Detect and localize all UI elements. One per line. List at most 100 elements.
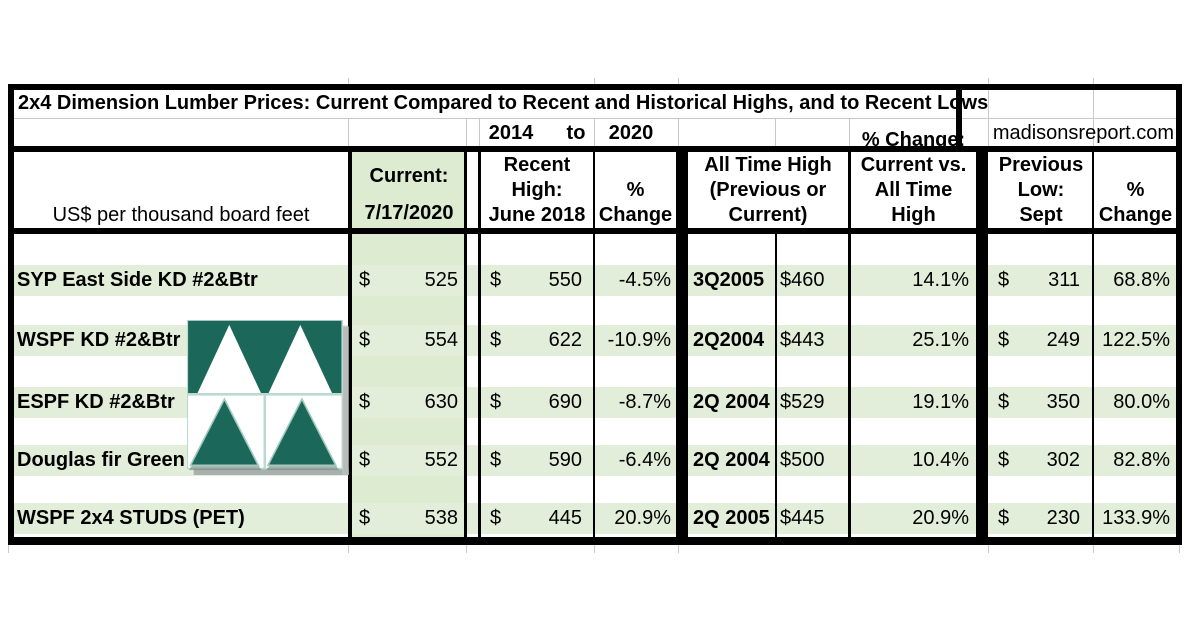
header-current: Current: 7/17/2020 bbox=[364, 165, 454, 224]
gridline-col bbox=[466, 119, 467, 146]
ath-quarter: 2Q 2004 bbox=[693, 391, 770, 413]
header-pct-change-2: % Change bbox=[1098, 179, 1173, 226]
table-border-bottom bbox=[8, 537, 1182, 545]
gridline-col bbox=[594, 119, 595, 146]
period-word: to bbox=[566, 122, 586, 144]
dollar-sign: $ bbox=[998, 507, 1010, 529]
product-label: Douglas fir Green bbox=[17, 449, 185, 471]
ath-pct-change: 14.1% bbox=[912, 269, 969, 291]
product-label: ESPF KD #2&Btr bbox=[17, 391, 175, 413]
product-label: WSPF KD #2&Btr bbox=[17, 329, 181, 351]
pct-change: -8.7% bbox=[618, 391, 671, 413]
gridline-tick bbox=[678, 78, 679, 84]
column-border bbox=[348, 146, 352, 537]
ath-pct-change: 20.9% bbox=[912, 507, 969, 529]
ath-quarter: 2Q2004 bbox=[693, 329, 765, 351]
ath-pct-change: 25.1% bbox=[912, 329, 969, 351]
ath-quarter: 2Q 2005 bbox=[693, 507, 770, 529]
gridline-col bbox=[678, 119, 679, 146]
header-border-top bbox=[8, 146, 1182, 152]
ath-pct-change: 10.4% bbox=[912, 449, 969, 471]
dollar-sign: $ bbox=[998, 329, 1010, 351]
period-to: 2020 bbox=[608, 122, 654, 144]
current-price: 525 bbox=[424, 269, 458, 291]
table-border-left bbox=[8, 84, 14, 545]
gridline-tick bbox=[348, 545, 349, 553]
gridline-tick bbox=[1093, 545, 1094, 553]
recent-high-price: 445 bbox=[548, 507, 582, 529]
header-recent-high: Recent High: June 2018 bbox=[488, 154, 586, 226]
dollar-sign: $ bbox=[998, 269, 1010, 291]
column-border bbox=[1092, 146, 1094, 537]
gridline-col bbox=[1093, 90, 1094, 146]
gridline-tick bbox=[1179, 545, 1180, 553]
gridline-row bbox=[13, 118, 1176, 119]
recent-high-price: 590 bbox=[548, 449, 582, 471]
previous-low-price: 249 bbox=[1046, 329, 1080, 351]
header-pct-change-1: % Change bbox=[598, 179, 673, 226]
gridline-tick bbox=[348, 78, 349, 84]
header-unit-label: US$ per thousand board feet bbox=[52, 204, 310, 226]
column-border bbox=[775, 234, 777, 537]
dollar-sign: $ bbox=[490, 269, 502, 291]
current-price: 538 bbox=[424, 507, 458, 529]
header-all-time-high: All Time High (Previous or Current) bbox=[704, 154, 832, 226]
previous-low-price: 350 bbox=[1046, 391, 1080, 413]
low-pct-change: 82.8% bbox=[1113, 449, 1170, 471]
dollar-sign: $ bbox=[490, 391, 502, 413]
website-link[interactable]: madisonsreport.com bbox=[992, 122, 1174, 144]
gridline-col bbox=[988, 90, 989, 146]
gridline-tick bbox=[8, 545, 9, 553]
header-pct-change-ath: % Change: Current vs. All Time High bbox=[860, 129, 967, 226]
recent-high-price: 690 bbox=[548, 391, 582, 413]
table-row: ESPF KD #2&Btr $ 630 $ 690 -8.7% 2Q 2004… bbox=[0, 387, 1188, 418]
gridline-tick bbox=[466, 545, 467, 553]
header-border-bottom bbox=[8, 228, 1182, 234]
header-previous-low: Previous Low: Sept bbox=[998, 154, 1084, 226]
dollar-sign: $ bbox=[998, 449, 1010, 471]
group-divider bbox=[976, 146, 988, 545]
ath-quarter: 3Q2005 bbox=[693, 269, 765, 291]
low-pct-change: 80.0% bbox=[1113, 391, 1170, 413]
ath-price: $445 bbox=[780, 507, 825, 529]
recent-high-price: 622 bbox=[548, 329, 582, 351]
table-row: WSPF 2x4 STUDS (PET) $ 538 $ 445 20.9% 2… bbox=[0, 503, 1188, 534]
column-border bbox=[464, 146, 467, 537]
gridline-col bbox=[479, 119, 480, 146]
pct-change: 20.9% bbox=[614, 507, 671, 529]
ath-price: $443 bbox=[780, 329, 825, 351]
period-from: 2014 bbox=[488, 122, 534, 144]
product-label: WSPF 2x4 STUDS (PET) bbox=[17, 507, 245, 529]
pct-change: -4.5% bbox=[618, 269, 671, 291]
ath-quarter: 2Q 2004 bbox=[693, 449, 770, 471]
pct-change: -6.4% bbox=[618, 449, 671, 471]
dollar-sign: $ bbox=[490, 449, 502, 471]
table-border-right bbox=[1176, 84, 1182, 545]
gridline-col bbox=[775, 119, 776, 146]
madisons-triangle-logo bbox=[186, 319, 349, 475]
column-border bbox=[848, 146, 851, 537]
column-border bbox=[593, 146, 595, 537]
table-row: SYP East Side KD #2&Btr $ 525 $ 550 -4.5… bbox=[0, 265, 1188, 296]
report-title: 2x4 Dimension Lumber Prices: Current Com… bbox=[18, 92, 989, 114]
gridline-tick bbox=[1093, 78, 1094, 84]
previous-low-price: 230 bbox=[1046, 507, 1080, 529]
dollar-sign: $ bbox=[490, 507, 502, 529]
low-pct-change: 122.5% bbox=[1102, 329, 1170, 351]
dollar-sign: $ bbox=[359, 391, 371, 413]
gridline-tick bbox=[988, 78, 989, 84]
gridline-tick bbox=[988, 545, 989, 553]
current-price: 630 bbox=[424, 391, 458, 413]
current-price: 554 bbox=[424, 329, 458, 351]
logo-graphic bbox=[186, 319, 349, 475]
dollar-sign: $ bbox=[998, 391, 1010, 413]
product-label: SYP East Side KD #2&Btr bbox=[17, 269, 258, 291]
current-price: 552 bbox=[424, 449, 458, 471]
ath-price: $529 bbox=[780, 391, 825, 413]
gridline-tick bbox=[678, 545, 679, 553]
group-divider bbox=[676, 146, 688, 545]
dollar-sign: $ bbox=[490, 329, 502, 351]
title-block-border-right bbox=[956, 84, 962, 152]
column-border bbox=[478, 146, 481, 537]
